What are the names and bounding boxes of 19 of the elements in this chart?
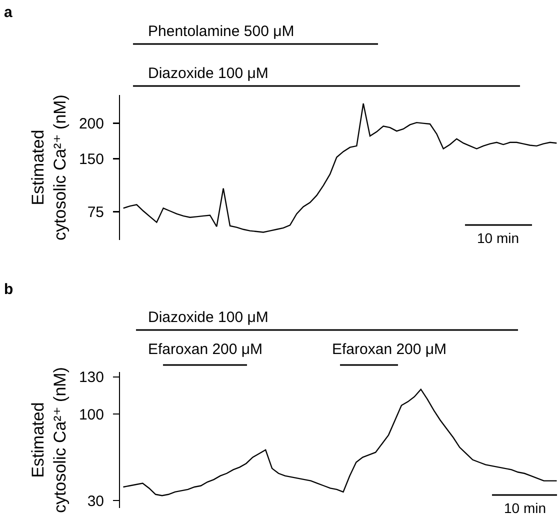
text: a: [4, 4, 13, 21]
y-axis-title: Estimated cytosolic Ca²⁺ (nM): [28, 367, 70, 513]
text: Phentolamine 500 μM: [148, 23, 294, 40]
y-tick-label: 75: [87, 204, 104, 221]
y-tick-label: 100: [78, 406, 104, 424]
text: Efaroxan 200 μM: [332, 341, 447, 358]
y-axis-title: Estimated cytosolic Ca²⁺ (nM): [28, 94, 70, 240]
y-tick-label: 130: [78, 369, 104, 386]
text: Efaroxan 200 μM: [148, 341, 263, 358]
text: Diazoxide 100 μM: [148, 65, 268, 82]
y-tick-label: 200: [78, 116, 104, 133]
y-tick-label: 150: [78, 150, 104, 168]
line-series: [122, 102, 558, 233]
annotation: 10 min: [477, 230, 520, 246]
text: b: [4, 281, 14, 298]
annotation: 10 min: [504, 500, 546, 516]
y-tick-label: 30: [87, 492, 104, 510]
line-series: [122, 388, 558, 496]
text: Diazoxide 100 μM: [148, 309, 268, 326]
